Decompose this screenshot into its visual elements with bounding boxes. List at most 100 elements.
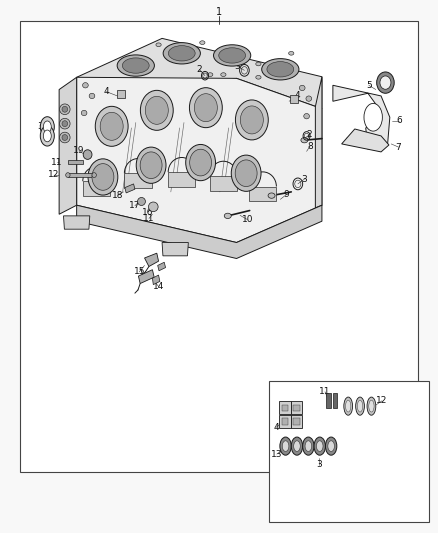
- Text: 4: 4: [295, 92, 300, 100]
- Ellipse shape: [186, 144, 215, 181]
- Polygon shape: [68, 173, 94, 177]
- Ellipse shape: [316, 441, 323, 451]
- Ellipse shape: [60, 104, 70, 115]
- Ellipse shape: [66, 173, 70, 177]
- Ellipse shape: [328, 441, 335, 451]
- Bar: [291, 415, 302, 428]
- Ellipse shape: [140, 90, 173, 130]
- Polygon shape: [333, 393, 337, 408]
- Ellipse shape: [325, 437, 337, 455]
- Ellipse shape: [40, 117, 54, 137]
- Ellipse shape: [221, 73, 226, 76]
- Ellipse shape: [189, 87, 222, 128]
- Ellipse shape: [60, 132, 70, 143]
- Ellipse shape: [92, 173, 96, 177]
- Ellipse shape: [367, 397, 376, 415]
- Ellipse shape: [194, 94, 217, 122]
- Ellipse shape: [140, 152, 162, 179]
- Ellipse shape: [43, 130, 51, 142]
- Ellipse shape: [62, 106, 67, 112]
- Text: 6: 6: [396, 117, 403, 125]
- Ellipse shape: [303, 437, 314, 455]
- Polygon shape: [64, 216, 90, 229]
- Polygon shape: [210, 176, 237, 191]
- Ellipse shape: [138, 197, 145, 205]
- Ellipse shape: [346, 400, 351, 412]
- Bar: [20, 21, 418, 472]
- Polygon shape: [59, 77, 77, 214]
- Ellipse shape: [156, 43, 161, 47]
- Ellipse shape: [81, 110, 87, 116]
- Bar: [290, 95, 298, 103]
- Polygon shape: [315, 77, 322, 208]
- Polygon shape: [77, 38, 322, 116]
- Polygon shape: [158, 262, 166, 271]
- Text: 4: 4: [104, 87, 109, 96]
- Ellipse shape: [235, 160, 257, 187]
- Bar: [279, 415, 291, 428]
- Ellipse shape: [256, 76, 261, 79]
- Ellipse shape: [299, 85, 305, 91]
- Text: 11: 11: [143, 214, 155, 223]
- Ellipse shape: [356, 397, 364, 415]
- Ellipse shape: [380, 76, 391, 90]
- Ellipse shape: [62, 134, 67, 141]
- Polygon shape: [77, 77, 322, 243]
- Text: 2: 2: [307, 131, 312, 139]
- Ellipse shape: [267, 62, 294, 77]
- Text: 16: 16: [142, 208, 153, 216]
- Ellipse shape: [100, 112, 123, 140]
- Ellipse shape: [289, 52, 294, 55]
- Ellipse shape: [88, 159, 118, 195]
- Ellipse shape: [148, 202, 158, 212]
- Ellipse shape: [364, 103, 382, 131]
- Text: 12: 12: [376, 397, 388, 405]
- Text: 7: 7: [396, 143, 402, 151]
- Ellipse shape: [40, 126, 54, 146]
- Ellipse shape: [219, 48, 246, 63]
- Bar: [279, 401, 291, 414]
- Ellipse shape: [240, 106, 263, 134]
- Ellipse shape: [83, 150, 92, 159]
- Ellipse shape: [305, 441, 311, 451]
- Ellipse shape: [301, 138, 308, 143]
- Ellipse shape: [369, 400, 374, 412]
- Ellipse shape: [60, 118, 70, 129]
- Ellipse shape: [280, 437, 291, 455]
- Ellipse shape: [344, 397, 353, 415]
- Polygon shape: [326, 393, 331, 408]
- Text: 4: 4: [273, 423, 279, 432]
- Polygon shape: [77, 205, 322, 259]
- Text: 11: 11: [51, 158, 63, 166]
- Text: 5: 5: [366, 81, 372, 90]
- Polygon shape: [162, 243, 188, 256]
- Polygon shape: [152, 275, 160, 285]
- Polygon shape: [68, 160, 83, 164]
- Ellipse shape: [268, 193, 275, 198]
- Ellipse shape: [163, 43, 200, 64]
- Polygon shape: [125, 184, 135, 193]
- Text: 15: 15: [134, 268, 145, 276]
- Ellipse shape: [377, 72, 394, 93]
- Text: 11: 11: [319, 387, 331, 396]
- Ellipse shape: [95, 106, 128, 146]
- Polygon shape: [168, 172, 195, 187]
- Text: 9: 9: [283, 190, 290, 199]
- Ellipse shape: [224, 213, 231, 219]
- Ellipse shape: [117, 55, 154, 76]
- Bar: [117, 90, 125, 98]
- Ellipse shape: [145, 96, 168, 124]
- Polygon shape: [83, 181, 110, 196]
- Ellipse shape: [122, 58, 149, 73]
- Text: 3: 3: [37, 123, 43, 131]
- Ellipse shape: [89, 93, 95, 99]
- Text: 3: 3: [316, 461, 322, 469]
- Bar: [293, 418, 300, 425]
- Text: 12: 12: [48, 171, 60, 179]
- Ellipse shape: [357, 400, 363, 412]
- Polygon shape: [342, 129, 389, 152]
- Text: 13: 13: [271, 450, 283, 458]
- Text: 3: 3: [234, 62, 240, 70]
- Text: 2: 2: [197, 65, 202, 74]
- Text: 10: 10: [242, 215, 253, 224]
